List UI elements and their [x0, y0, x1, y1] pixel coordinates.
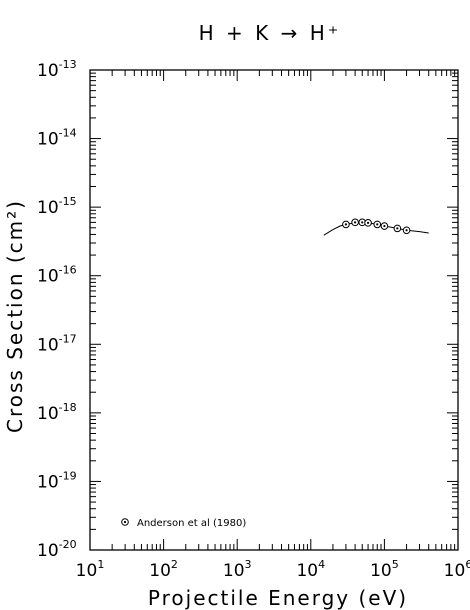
x-tick-label: 104 — [296, 558, 325, 581]
data-point-dot — [361, 221, 364, 224]
x-tick-label: 106 — [444, 558, 470, 581]
chart-title: H + K → H⁺ — [199, 21, 342, 45]
data-point-dot — [405, 229, 408, 232]
y-tick-label: 10-13 — [37, 58, 77, 81]
y-tick-label: 10-14 — [37, 127, 77, 150]
y-tick-labels: 10-13 10-14 10-15 10-16 10-17 10-18 10-19 10-20 — [37, 58, 77, 561]
data-point — [402, 226, 411, 235]
data-point — [380, 222, 389, 230]
data-point-dot — [376, 223, 379, 226]
data-points-layer — [342, 218, 411, 235]
data-point — [342, 220, 350, 229]
data-point — [373, 220, 382, 229]
data-point-dot — [344, 223, 348, 226]
x-tick-label: 101 — [76, 558, 105, 581]
y-axis-label: Cross Section (cm²) — [3, 199, 27, 433]
data-point — [351, 218, 359, 227]
y-tick-label: 10-18 — [37, 401, 77, 424]
x-tick-label: 103 — [223, 558, 252, 581]
data-point — [364, 219, 372, 227]
data-point-dot — [354, 221, 357, 224]
axis-ticks — [89, 69, 459, 551]
plot-frame — [89, 69, 459, 551]
chart-title-text: H + K → H⁺ — [199, 21, 342, 45]
x-tick-labels: 101 102 103 104 105 106 — [76, 558, 470, 581]
plot-border — [89, 69, 459, 551]
data-point-dot — [383, 224, 386, 228]
y-tick-label: 10-19 — [37, 469, 77, 492]
x-tick-label: 102 — [149, 558, 178, 581]
legend: Anderson et al (1980) — [121, 518, 246, 529]
y-tick-label: 10-16 — [37, 264, 77, 287]
x-tick-label: 105 — [370, 558, 399, 581]
data-point-dot — [366, 221, 370, 224]
legend-entry: Anderson et al (1980) — [137, 518, 246, 529]
data-point-dot — [396, 227, 399, 230]
data-point — [393, 224, 402, 233]
x-axis-label: Projectile Energy (eV) — [148, 586, 408, 610]
y-tick-label: 10-15 — [37, 195, 77, 218]
legend-marker-dot — [123, 520, 127, 524]
y-tick-label: 10-17 — [37, 332, 77, 355]
y-tick-label: 10-20 — [37, 538, 77, 561]
